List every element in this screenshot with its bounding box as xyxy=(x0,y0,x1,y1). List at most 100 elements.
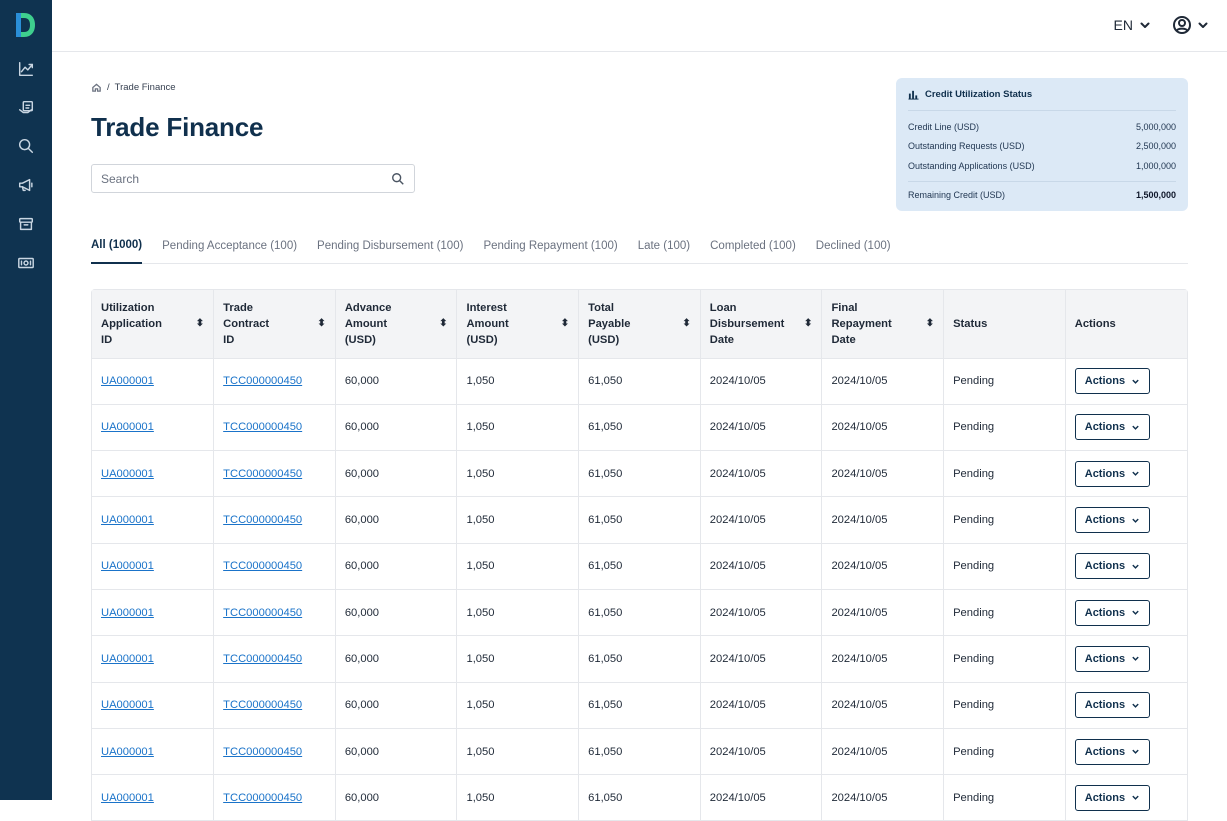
application-id-cell: UA000001 xyxy=(92,774,215,821)
application-id-link[interactable]: UA000001 xyxy=(101,514,154,527)
tab-pending-disbursement[interactable]: Pending Disbursement (100) xyxy=(317,240,464,252)
column-header-label: Final Repayment Date xyxy=(831,300,891,348)
search-box[interactable] xyxy=(91,164,415,193)
actions-button[interactable]: Actions xyxy=(1074,738,1151,765)
total-payable-cell: 61,050 xyxy=(578,496,701,544)
contract-id-link[interactable]: TCC000000450 xyxy=(223,467,303,480)
column-header[interactable]: Advance Amount (USD) ⬍ xyxy=(335,290,458,359)
tab-pending-repayment[interactable]: Pending Repayment (100) xyxy=(483,240,618,252)
actions-cell: Actions xyxy=(1065,682,1187,729)
sort-icon[interactable]: ⬍ xyxy=(925,317,935,329)
search-input[interactable] xyxy=(101,171,391,186)
credit-total-row: Remaining Credit (USD) 1,500,000 xyxy=(908,182,1176,208)
actions-button[interactable]: Actions xyxy=(1074,460,1151,487)
sort-icon[interactable]: ⬍ xyxy=(682,317,691,329)
actions-button-label: Actions xyxy=(1084,467,1126,480)
advance-amount-cell: 60,000 xyxy=(335,635,458,683)
actions-button[interactable]: Actions xyxy=(1074,507,1151,534)
column-header-line: (USD) xyxy=(344,333,376,346)
contract-id-link[interactable]: TCC000000450 xyxy=(223,606,303,619)
actions-button[interactable]: Actions xyxy=(1074,645,1151,672)
contract-id-link[interactable]: TCC000000450 xyxy=(223,375,303,388)
tab-late[interactable]: Late (100) xyxy=(637,240,691,252)
tab-declined[interactable]: Declined (100) xyxy=(815,240,891,252)
column-header[interactable]: Loan Disbursement Date ⬍ xyxy=(700,290,823,359)
repayment-date-cell: 2024/10/05 xyxy=(821,589,945,637)
application-id-link[interactable]: UA000001 xyxy=(101,745,154,758)
actions-button[interactable]: Actions xyxy=(1074,414,1151,441)
disbursement-date-cell: 2024/10/05 xyxy=(700,589,823,637)
actions-button[interactable]: Actions xyxy=(1074,784,1151,811)
sort-icon[interactable]: ⬍ xyxy=(804,317,813,329)
total-payable-cell: 61,050 xyxy=(578,728,701,776)
column-header-content: Utilization Application ID ⬍ xyxy=(101,300,204,348)
tab-all[interactable]: All (1000) xyxy=(91,228,143,264)
contract-id-link[interactable]: TCC000000450 xyxy=(223,699,303,712)
column-header[interactable]: Utilization Application ID ⬍ xyxy=(92,290,215,359)
megaphone-icon[interactable] xyxy=(16,175,36,195)
column-header-label: Advance Amount (USD) xyxy=(345,300,392,348)
chart-line-icon[interactable] xyxy=(16,59,36,79)
actions-button[interactable]: Actions xyxy=(1074,368,1151,395)
repayment-date-cell: 2024/10/05 xyxy=(821,358,945,405)
actions-button[interactable]: Actions xyxy=(1074,553,1151,580)
application-id-cell: UA000001 xyxy=(92,543,215,590)
advance-amount-cell: 60,000 xyxy=(335,589,458,637)
cash-icon[interactable] xyxy=(16,253,36,273)
status-cell: Pending xyxy=(943,404,1066,452)
actions-button[interactable]: Actions xyxy=(1074,692,1151,719)
contract-id-cell: TCC000000450 xyxy=(213,728,336,776)
credit-row-value: 1,000,000 xyxy=(1135,160,1176,171)
actions-cell: Actions xyxy=(1065,774,1187,821)
application-id-link[interactable]: UA000001 xyxy=(101,606,154,619)
user-menu[interactable] xyxy=(1172,15,1209,35)
disbursement-date-cell: 2024/10/05 xyxy=(700,358,823,405)
app-logo[interactable] xyxy=(13,11,37,39)
disbursement-date-cell: 2024/10/05 xyxy=(700,496,823,544)
invoice-icon[interactable] xyxy=(16,98,36,118)
sidebar xyxy=(0,0,52,800)
column-header[interactable]: Interest Amount (USD) ⬍ xyxy=(456,290,580,359)
application-id-link[interactable]: UA000001 xyxy=(101,421,154,434)
status-cell: Pending xyxy=(943,682,1066,729)
search-icon[interactable] xyxy=(391,172,405,186)
contract-id-cell: TCC000000450 xyxy=(213,682,336,729)
column-header[interactable]: Total Payable (USD) ⬍ xyxy=(578,290,701,359)
home-icon[interactable] xyxy=(91,82,102,93)
contract-id-link[interactable]: TCC000000450 xyxy=(223,652,303,665)
application-id-link[interactable]: UA000001 xyxy=(101,791,154,804)
contract-id-link[interactable]: TCC000000450 xyxy=(223,421,303,434)
application-id-link[interactable]: UA000001 xyxy=(101,560,154,573)
contract-id-link[interactable]: TCC000000450 xyxy=(223,560,303,573)
language-selector[interactable]: EN xyxy=(1114,17,1151,33)
credit-total-label: Remaining Credit (USD) xyxy=(908,189,1006,200)
archive-icon[interactable] xyxy=(16,214,36,234)
contract-id-link[interactable]: TCC000000450 xyxy=(223,745,303,758)
application-id-link[interactable]: UA000001 xyxy=(101,699,154,712)
status-cell: Pending xyxy=(943,774,1066,821)
contract-id-link[interactable]: TCC000000450 xyxy=(223,791,303,804)
application-id-link[interactable]: UA000001 xyxy=(101,652,154,665)
interest-amount-cell: 1,050 xyxy=(456,774,580,821)
sort-icon[interactable]: ⬍ xyxy=(317,317,326,329)
tab-pending-acceptance[interactable]: Pending Acceptance (100) xyxy=(162,240,298,252)
interest-amount-cell: 1,050 xyxy=(456,635,580,683)
sort-icon[interactable]: ⬍ xyxy=(439,317,448,329)
column-header[interactable]: Trade Contract ID ⬍ xyxy=(213,290,336,359)
column-header: Status xyxy=(943,290,1066,359)
column-header-line: (USD) xyxy=(466,333,498,346)
breadcrumb-separator: / xyxy=(107,82,110,93)
total-payable-cell: 61,050 xyxy=(578,635,701,683)
tab-completed[interactable]: Completed (100) xyxy=(710,240,796,252)
search-icon[interactable] xyxy=(16,136,36,156)
sort-icon[interactable]: ⬍ xyxy=(195,317,205,329)
sort-icon[interactable]: ⬍ xyxy=(560,317,570,329)
total-payable-cell: 61,050 xyxy=(578,774,701,821)
actions-button[interactable]: Actions xyxy=(1074,599,1151,626)
application-id-link[interactable]: UA000001 xyxy=(101,375,154,388)
application-id-link[interactable]: UA000001 xyxy=(101,467,154,480)
contract-id-link[interactable]: TCC000000450 xyxy=(223,514,303,527)
disbursement-date-cell: 2024/10/05 xyxy=(700,404,823,452)
column-header[interactable]: Final Repayment Date ⬍ xyxy=(821,290,945,359)
column-header-content: Loan Disbursement Date ⬍ xyxy=(710,300,813,348)
